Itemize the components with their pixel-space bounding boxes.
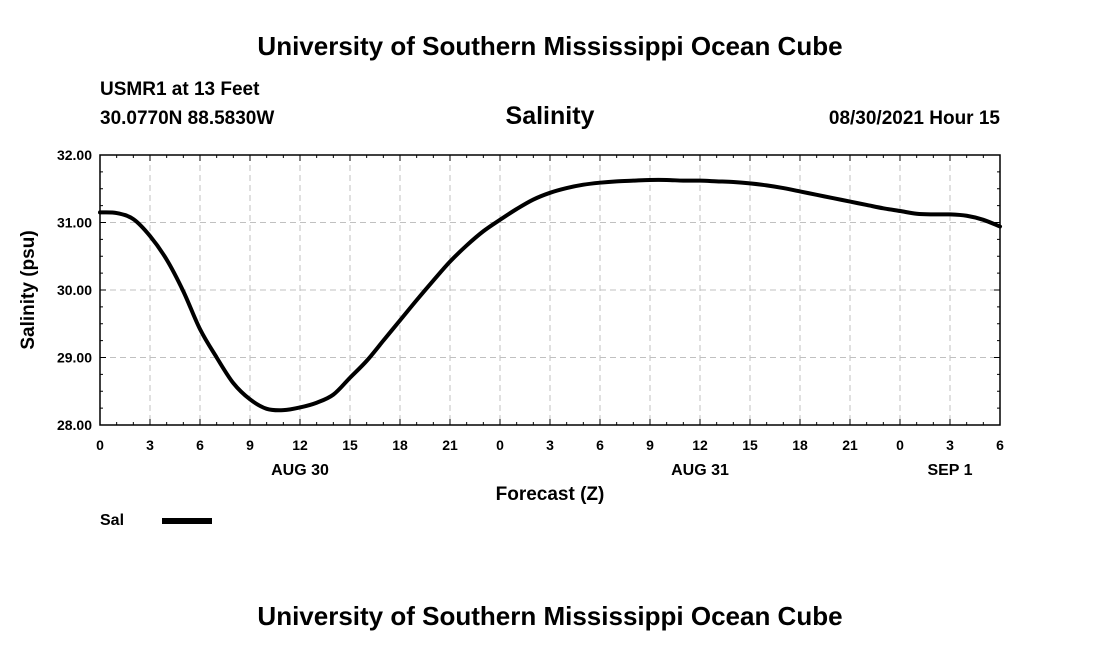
datetime-label: 08/30/2021 Hour 15 [829, 108, 1001, 129]
x-tick-label: 6 [996, 437, 1004, 453]
series-line-sal [98, 177, 1002, 413]
chart-title: Salinity [506, 102, 595, 130]
tick-labels: 0 3 6 9 12 15 18 21 0 3 6 9 12 15 18 21 0 3 6 28.00 29.00 30.… [57, 147, 1004, 479]
x-tick-label: 15 [742, 437, 758, 453]
grid-lines [100, 155, 1000, 425]
x-tick-label: 21 [842, 437, 858, 453]
x-tick-label: 15 [342, 437, 358, 453]
day-label: SEP 1 [927, 462, 972, 479]
x-tick-label: 0 [96, 437, 104, 453]
legend-label: Sal [100, 512, 124, 529]
page-title-bottom: University of Southern Mississippi Ocean… [257, 601, 842, 631]
x-tick-label: 18 [792, 437, 808, 453]
x-axis-label: Forecast (Z) [496, 484, 605, 505]
x-tick-label: 3 [946, 437, 954, 453]
x-tick-label: 0 [496, 437, 504, 453]
x-tick-label: 18 [392, 437, 408, 453]
page-title-top: University of Southern Mississippi Ocean… [257, 31, 842, 61]
coordinates-label: 30.0770N 88.5830W [100, 108, 274, 129]
day-label: AUG 30 [271, 462, 329, 479]
x-tick-label: 9 [646, 437, 654, 453]
y-axis-label: Salinity (psu) [18, 230, 39, 349]
x-tick-label: 12 [692, 437, 708, 453]
x-tick-label: 6 [196, 437, 204, 453]
x-tick-label: 0 [896, 437, 904, 453]
y-tick-label: 28.00 [57, 417, 92, 433]
day-label: AUG 31 [671, 462, 729, 479]
series-layer [98, 177, 1002, 413]
y-tick-label: 31.00 [57, 215, 92, 231]
station-label: USMR1 at 13 Feet [100, 79, 260, 100]
x-tick-label: 6 [596, 437, 604, 453]
x-tick-label: 9 [246, 437, 254, 453]
x-tick-label: 12 [292, 437, 308, 453]
x-tick-label: 3 [146, 437, 154, 453]
plot-frame [99, 154, 1001, 426]
x-tick-label: 21 [442, 437, 458, 453]
y-tick-label: 32.00 [57, 147, 92, 163]
x-tick-label: 3 [546, 437, 554, 453]
y-tick-label: 29.00 [57, 350, 92, 366]
legend: Sal [100, 512, 212, 529]
y-tick-label: 30.00 [57, 282, 92, 298]
